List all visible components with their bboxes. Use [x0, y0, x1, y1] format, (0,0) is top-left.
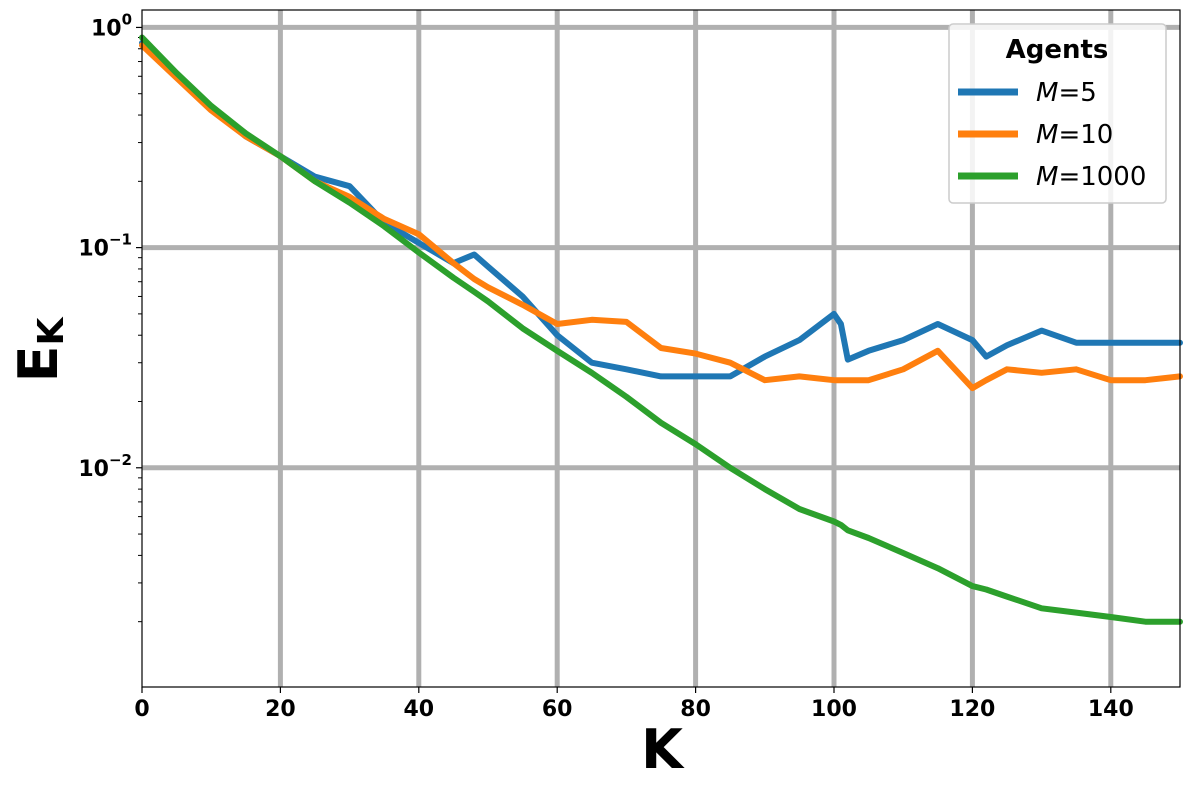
- legend-label-1: M=10: [1036, 120, 1113, 150]
- series-line-2: [139, 34, 1183, 625]
- legend-label-2: M=1000: [1036, 162, 1146, 192]
- x-tick-label: 80: [680, 697, 711, 722]
- legend-box: [948, 23, 1167, 204]
- y-tick-label: 10−2: [78, 451, 132, 482]
- plot-frame: [141, 9, 1181, 688]
- y-tick-label: 100: [91, 10, 132, 41]
- y-tick-label: 10−1: [78, 231, 132, 262]
- y-axis-label-sub: K: [31, 317, 72, 346]
- x-axis-label: K: [641, 718, 685, 781]
- x-tick-label: 120: [949, 697, 995, 722]
- series-line-0: [139, 40, 1183, 380]
- legend-label-0: M=5: [1036, 78, 1097, 108]
- x-tick-label: 100: [811, 697, 857, 722]
- y-axis-label-main: E: [7, 346, 70, 383]
- series-layer: [139, 34, 1183, 625]
- x-tick-label: 0: [134, 697, 149, 722]
- legend-entries: M=5 M=10 M=1000: [958, 78, 1146, 192]
- legend-title: Agents: [1006, 35, 1109, 65]
- y-axis-ticks: 100 10−1 10−2: [78, 10, 142, 482]
- x-tick-label: 60: [542, 697, 573, 722]
- x-tick-label: 40: [403, 697, 434, 722]
- x-tick-label: 20: [265, 697, 296, 722]
- minor-ticks: [138, 37, 142, 623]
- x-axis-ticks: 0 20 40 60 80 100 120 140: [134, 687, 1134, 722]
- x-tick-label: 140: [1088, 697, 1134, 722]
- legend: Agents M=5 M=10 M=1000: [948, 23, 1167, 204]
- y-axis-label: EK: [7, 317, 72, 383]
- series-line-1: [139, 42, 1183, 392]
